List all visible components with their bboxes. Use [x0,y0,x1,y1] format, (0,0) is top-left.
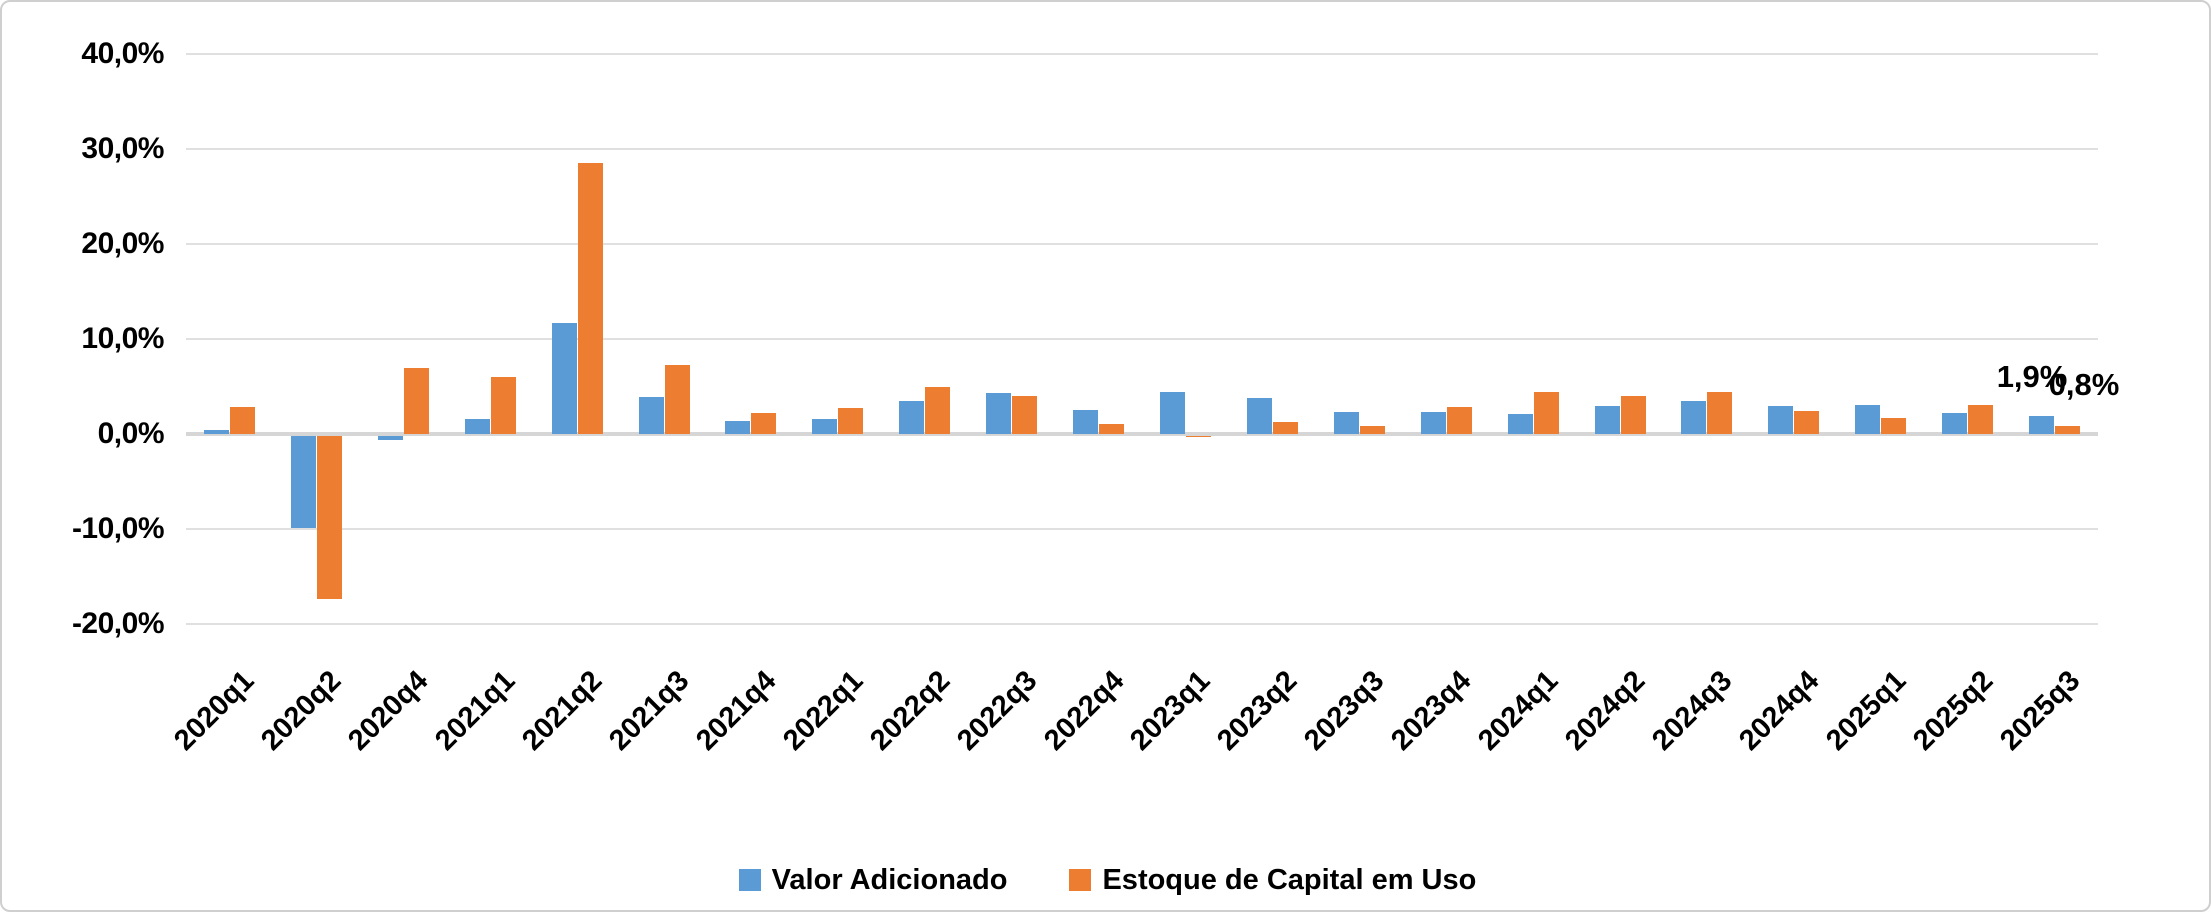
bar-estoque-de-capital [1707,392,1733,434]
gridline [186,338,2098,340]
bar-estoque-de-capital [577,163,603,434]
bar-valor-adicionado [377,436,403,440]
bar-valor-adicionado [1855,404,1881,434]
bar-valor-adicionado [1942,413,1968,434]
bar-estoque-de-capital [1446,407,1472,434]
legend-item-estoque-de-capital: Estoque de Capital em Uso [1069,863,1476,897]
bar-estoque-de-capital [1012,396,1038,434]
bar-valor-adicionado [1594,406,1620,434]
bar-valor-adicionado [1507,414,1533,434]
bar-valor-adicionado [1073,410,1099,434]
bar-estoque-de-capital [1968,404,1994,434]
bar-valor-adicionado [1768,405,1794,434]
gridline [186,243,2098,245]
bar-estoque-de-capital [1272,421,1298,434]
legend-swatch-orange-icon [1069,869,1092,891]
bar-estoque-de-capital [1620,396,1646,434]
bar-estoque-de-capital [403,367,429,434]
bar-valor-adicionado [551,322,577,434]
legend-item-valor-adicionado: Valor Adicionado [738,863,1008,897]
bar-estoque-de-capital [1099,423,1125,434]
gridline [186,53,2098,55]
bar-estoque-de-capital [229,407,255,434]
y-tick-label: 40,0% [81,37,164,70]
legend-label: Valor Adicionado [771,864,1008,896]
y-tick-label: 10,0% [81,322,164,355]
legend-label: Estoque de Capital em Uso [1102,864,1477,896]
legend-swatch-blue-icon [738,869,761,891]
bar-valor-adicionado [1681,400,1707,434]
bar-estoque-de-capital [1794,411,1820,434]
bar-estoque-de-capital [1359,426,1385,434]
bar-estoque-de-capital [751,413,777,434]
bar-valor-adicionado [638,396,664,434]
bar-estoque-de-capital [925,386,951,434]
x-axis-line [186,432,2098,436]
y-tick-label: -10,0% [71,512,165,545]
bar-valor-adicionado [725,420,751,434]
y-tick-label: -20,0% [71,607,165,640]
data-label: 0,8% [2048,367,2120,403]
bar-valor-adicionado [812,418,838,434]
bar-valor-adicionado [203,430,229,434]
bar-estoque-de-capital [1881,417,1907,434]
gridline [186,623,2098,625]
bar-valor-adicionado [464,418,490,434]
bar-valor-adicionado [290,436,316,529]
y-tick-label: 30,0% [81,132,164,165]
y-tick-label: 20,0% [81,227,164,260]
bar-valor-adicionado [1420,412,1446,434]
bar-estoque-de-capital [2055,426,2081,434]
bar-estoque-de-capital [1185,436,1211,437]
y-tick-label: 0,0% [97,417,165,450]
data-label: 1,9% [1996,358,2068,394]
bar-valor-adicionado [1333,412,1359,434]
bar-valor-adicionado [2029,415,2055,434]
bar-estoque-de-capital [490,377,516,434]
bar-valor-adicionado [1246,397,1272,434]
bar-estoque-de-capital [664,364,690,434]
bar-estoque-de-capital [838,408,864,434]
gridline [186,148,2098,150]
bar-estoque-de-capital [316,436,342,600]
legend: Valor Adicionado Estoque de Capital em U… [2,858,2209,902]
bar-valor-adicionado [899,400,925,434]
bar-valor-adicionado [986,393,1012,434]
gridline [186,528,2098,530]
bar-valor-adicionado [1159,392,1185,434]
bar-estoque-de-capital [1533,392,1559,434]
